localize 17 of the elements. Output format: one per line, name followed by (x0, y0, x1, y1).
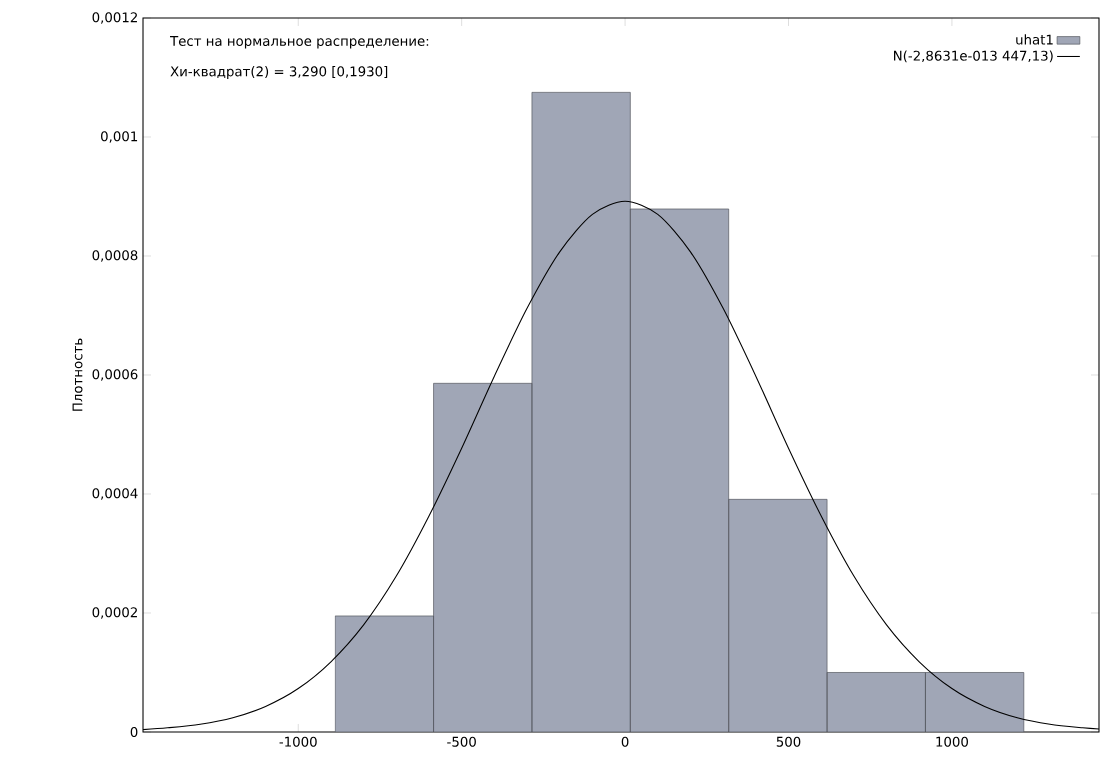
y-tick-label: 0,0008 (92, 250, 138, 262)
y-tick-label: 0,001 (101, 131, 138, 143)
y-tick-label: 0,0002 (92, 607, 137, 619)
x-tick-label: -1000 (279, 736, 317, 747)
y-tick-label: 0,0006 (92, 369, 138, 381)
legend-label: N(-2,8631e-013 447,13) (894, 50, 1053, 63)
y-tick-label: 0,0004 (92, 488, 138, 500)
x-tick-label: -500 (447, 736, 476, 747)
y-axis-title: Плотность (72, 338, 83, 411)
y-tick-label: 0,0012 (92, 12, 137, 24)
annotation: Тест на нормальное распределение: (170, 36, 429, 49)
x-tick-label: 0 (621, 736, 629, 747)
x-tick-label: 500 (776, 736, 801, 747)
annotation: Хи-квадрат(2) = 3,290 [0,1930] (170, 66, 388, 80)
x-tick-label: 1000 (936, 736, 969, 747)
y-tick-label: 0 (130, 726, 138, 738)
legend-label: uhat1 (1016, 34, 1053, 45)
